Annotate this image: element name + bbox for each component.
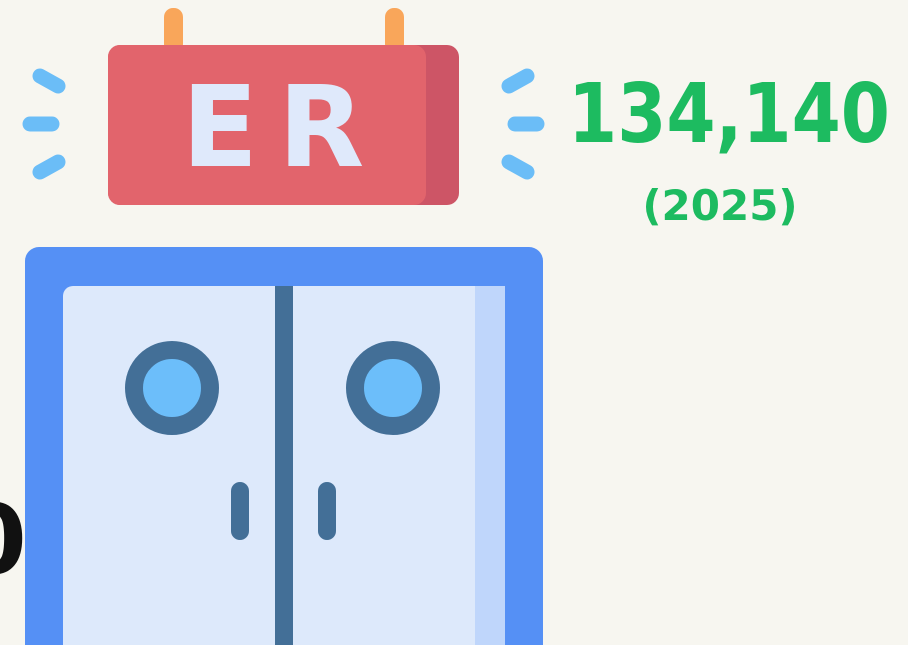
door-window xyxy=(134,350,210,426)
door-handle xyxy=(318,482,336,540)
stat-year: (2025) xyxy=(642,181,797,230)
stat-value: 134,140 xyxy=(568,67,890,162)
door-window xyxy=(355,350,431,426)
door-handle xyxy=(231,482,249,540)
door-shade xyxy=(475,286,505,645)
sign-label: ER xyxy=(182,63,385,193)
page: ER 134,140 (2025) 0 (() => { const data … xyxy=(0,0,908,645)
door-divider xyxy=(275,286,293,645)
cropped-text: 0 xyxy=(0,484,27,596)
illustration: ER 134,140 (2025) 0 xyxy=(0,0,908,645)
